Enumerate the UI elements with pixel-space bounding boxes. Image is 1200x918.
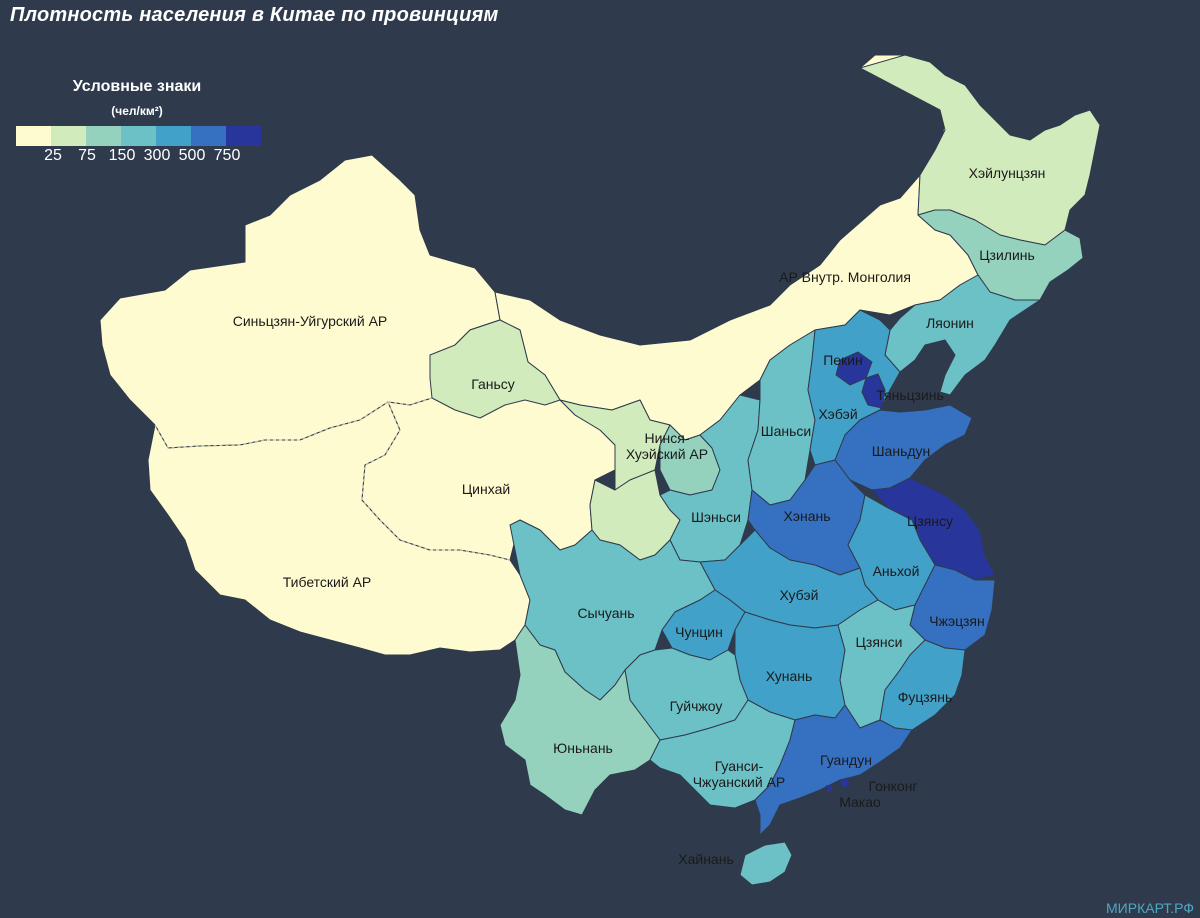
label-tibet: Тибетский АР [282, 574, 372, 590]
label-beijing: Пекин [823, 352, 863, 368]
label-jiangxi: Цзянси [855, 634, 903, 650]
province-yunnan[interactable] [499, 624, 661, 816]
province-liaoning[interactable] [884, 274, 1041, 396]
legend-swatch-4 [156, 126, 191, 146]
legend-swatch-2 [86, 126, 121, 146]
legend-swatch-0 [16, 126, 51, 146]
map-title: Плотность населения в Китае по провинция… [10, 4, 499, 26]
label-jilin: Цзилинь [979, 247, 1035, 263]
province-jilin[interactable] [917, 209, 1084, 301]
label-yunnan: Юньнань [553, 740, 613, 756]
label-guangdong: Гуандун [820, 752, 872, 768]
province-fujian[interactable] [879, 639, 966, 731]
label-macau: Макао [839, 794, 881, 810]
label-chongqing: Чунцин [675, 624, 723, 640]
label-sichuan: Сычуань [577, 605, 635, 621]
legend-swatch-1 [51, 126, 86, 146]
legend-tick-750: 750 [213, 147, 241, 164]
legend-color-scale [16, 126, 261, 146]
label-hong-kong: Гонконг [868, 778, 918, 794]
province-inner-mongolia[interactable] [494, 54, 979, 441]
legend-unit: (чел/км²) [111, 104, 163, 118]
label-qinghai: Цинхай [461, 481, 511, 497]
province-chongqing[interactable] [661, 589, 746, 661]
legend-tick-500: 500 [178, 147, 206, 164]
province-hainan[interactable] [739, 841, 793, 886]
label-shaanxi: Шэньси [691, 509, 741, 525]
label-shandong: Шаньдун [871, 443, 931, 459]
label-hainan: Хайнань [678, 851, 734, 867]
label-jiangsu: Цзянсу [906, 513, 954, 529]
dashed-border-xinjiang-tibet [154, 401, 389, 449]
legend-tick-75: 75 [78, 147, 96, 164]
label-inner-mongolia: АР Внутр. Монголия [779, 269, 911, 285]
legend-tick-300: 300 [143, 147, 171, 164]
province-shanxi[interactable] [747, 329, 816, 506]
label-zhejiang: Чжэцзян [929, 613, 985, 629]
label-hebei: Хэбэй [818, 406, 858, 422]
legend-title: Условные знаки [72, 78, 202, 95]
label-anhui: Аньхой [872, 563, 920, 579]
legend-tick-25: 25 [44, 147, 62, 164]
label-fujian: Фуцзянь [897, 689, 953, 705]
label-shanxi: Шаньси [760, 423, 812, 439]
label-gansu: Ганьсу [471, 376, 515, 392]
label-liaoning: Ляонин [926, 315, 974, 331]
label-guizhou: Гуйчжоу [669, 698, 723, 714]
province-tianjin[interactable] [861, 373, 886, 409]
label-heilongjiang: Хэйлунцзян [968, 165, 1046, 181]
label-tianjin: Тяньцзинь [876, 387, 944, 403]
dashed-border-xinjiang-qinghai [387, 397, 433, 406]
legend-swatch-5 [191, 126, 226, 146]
province-hong-kong[interactable] [839, 777, 851, 789]
label-henan: Хэнань [783, 508, 831, 524]
label-hubei: Хубэй [779, 587, 819, 603]
label-ningxia: Нинся-Хуэйский АР [625, 430, 709, 462]
legend-swatch-3 [121, 126, 156, 146]
province-macau[interactable] [825, 784, 834, 793]
label-guangxi: Гуанси-Чжуанский АР [692, 758, 786, 790]
legend-tick-150: 150 [108, 147, 136, 164]
watermark: МИРКАРТ.РФ [1106, 900, 1194, 916]
dashed-border-qinghai [361, 401, 511, 561]
label-xinjiang: Синьцзян-Уйгурский АР [232, 313, 388, 329]
legend-swatch-6 [226, 126, 261, 146]
label-hunan: Хунань [765, 668, 813, 684]
